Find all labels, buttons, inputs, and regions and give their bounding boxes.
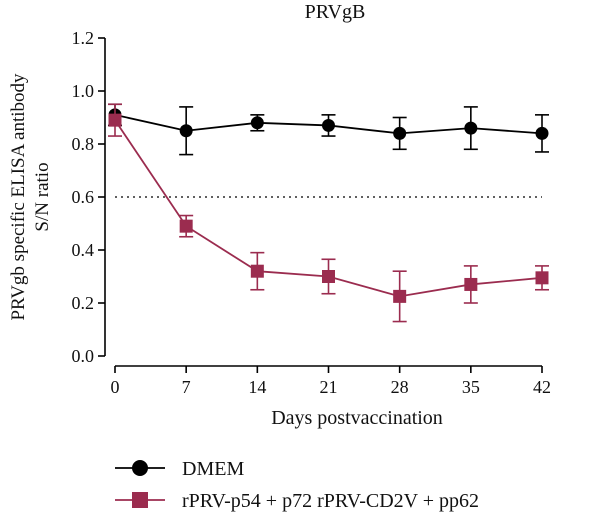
data-point [108,113,122,127]
chart-title: PRVgB [305,1,366,23]
y-tick-label: 0.6 [72,187,95,207]
data-point [250,116,264,130]
data-point [322,270,335,283]
data-point [535,271,549,285]
data-point [464,277,478,291]
legend-marker [132,460,148,476]
series-2 [108,103,549,323]
data-point [393,126,407,140]
legend-item-1: DMEM [115,458,244,480]
legend-item-2: rPRV-p54 + p72 rPRV-CD2V + pp62 [115,490,479,512]
legend-label: rPRV-p54 + p72 rPRV-CD2V + pp62 [182,490,479,512]
x-tick-label: 42 [533,377,551,397]
y-tick-label: 0.0 [72,346,95,366]
data-point [464,121,478,135]
data-point [250,264,264,278]
y-axis-label-line-2: S/N ratio [32,162,53,231]
x-tick-label: 0 [111,377,120,397]
legend-label: DMEM [182,458,244,480]
legend: DMEM rPRV-p54 + p72 rPRV-CD2V + pp62 [115,458,479,512]
x-tick-label: 21 [320,377,338,397]
data-point [535,126,549,140]
x-tick-label: 7 [182,377,191,397]
legend-marker [132,492,148,508]
data-point [179,124,193,138]
y-tick-label: 0.2 [72,293,95,313]
x-tick-label: 28 [391,377,409,397]
y-tick-label: 0.4 [72,240,95,260]
data-point [179,219,193,233]
axes: 0.0 0.2 0.4 0.6 0.8 1.0 1.2 0 7 14 21 28 35 42 [72,28,552,397]
y-tick-label: 1.2 [72,28,95,48]
data-point [322,118,335,132]
y-tick-label: 0.8 [72,134,95,154]
series-layer [108,103,549,323]
x-tick-label: 14 [248,377,266,397]
y-tick-label: 1.0 [72,81,95,101]
data-point [393,289,407,303]
x-tick-label: 35 [462,377,480,397]
series-1 [108,103,549,156]
x-axis-label: Days postvaccination [271,407,443,429]
y-axis-label-line-1: PRVgb specific ELISA antibody [8,73,29,321]
y-axis-label: PRVgb specific ELISA antibody S/N ratio [8,73,53,321]
